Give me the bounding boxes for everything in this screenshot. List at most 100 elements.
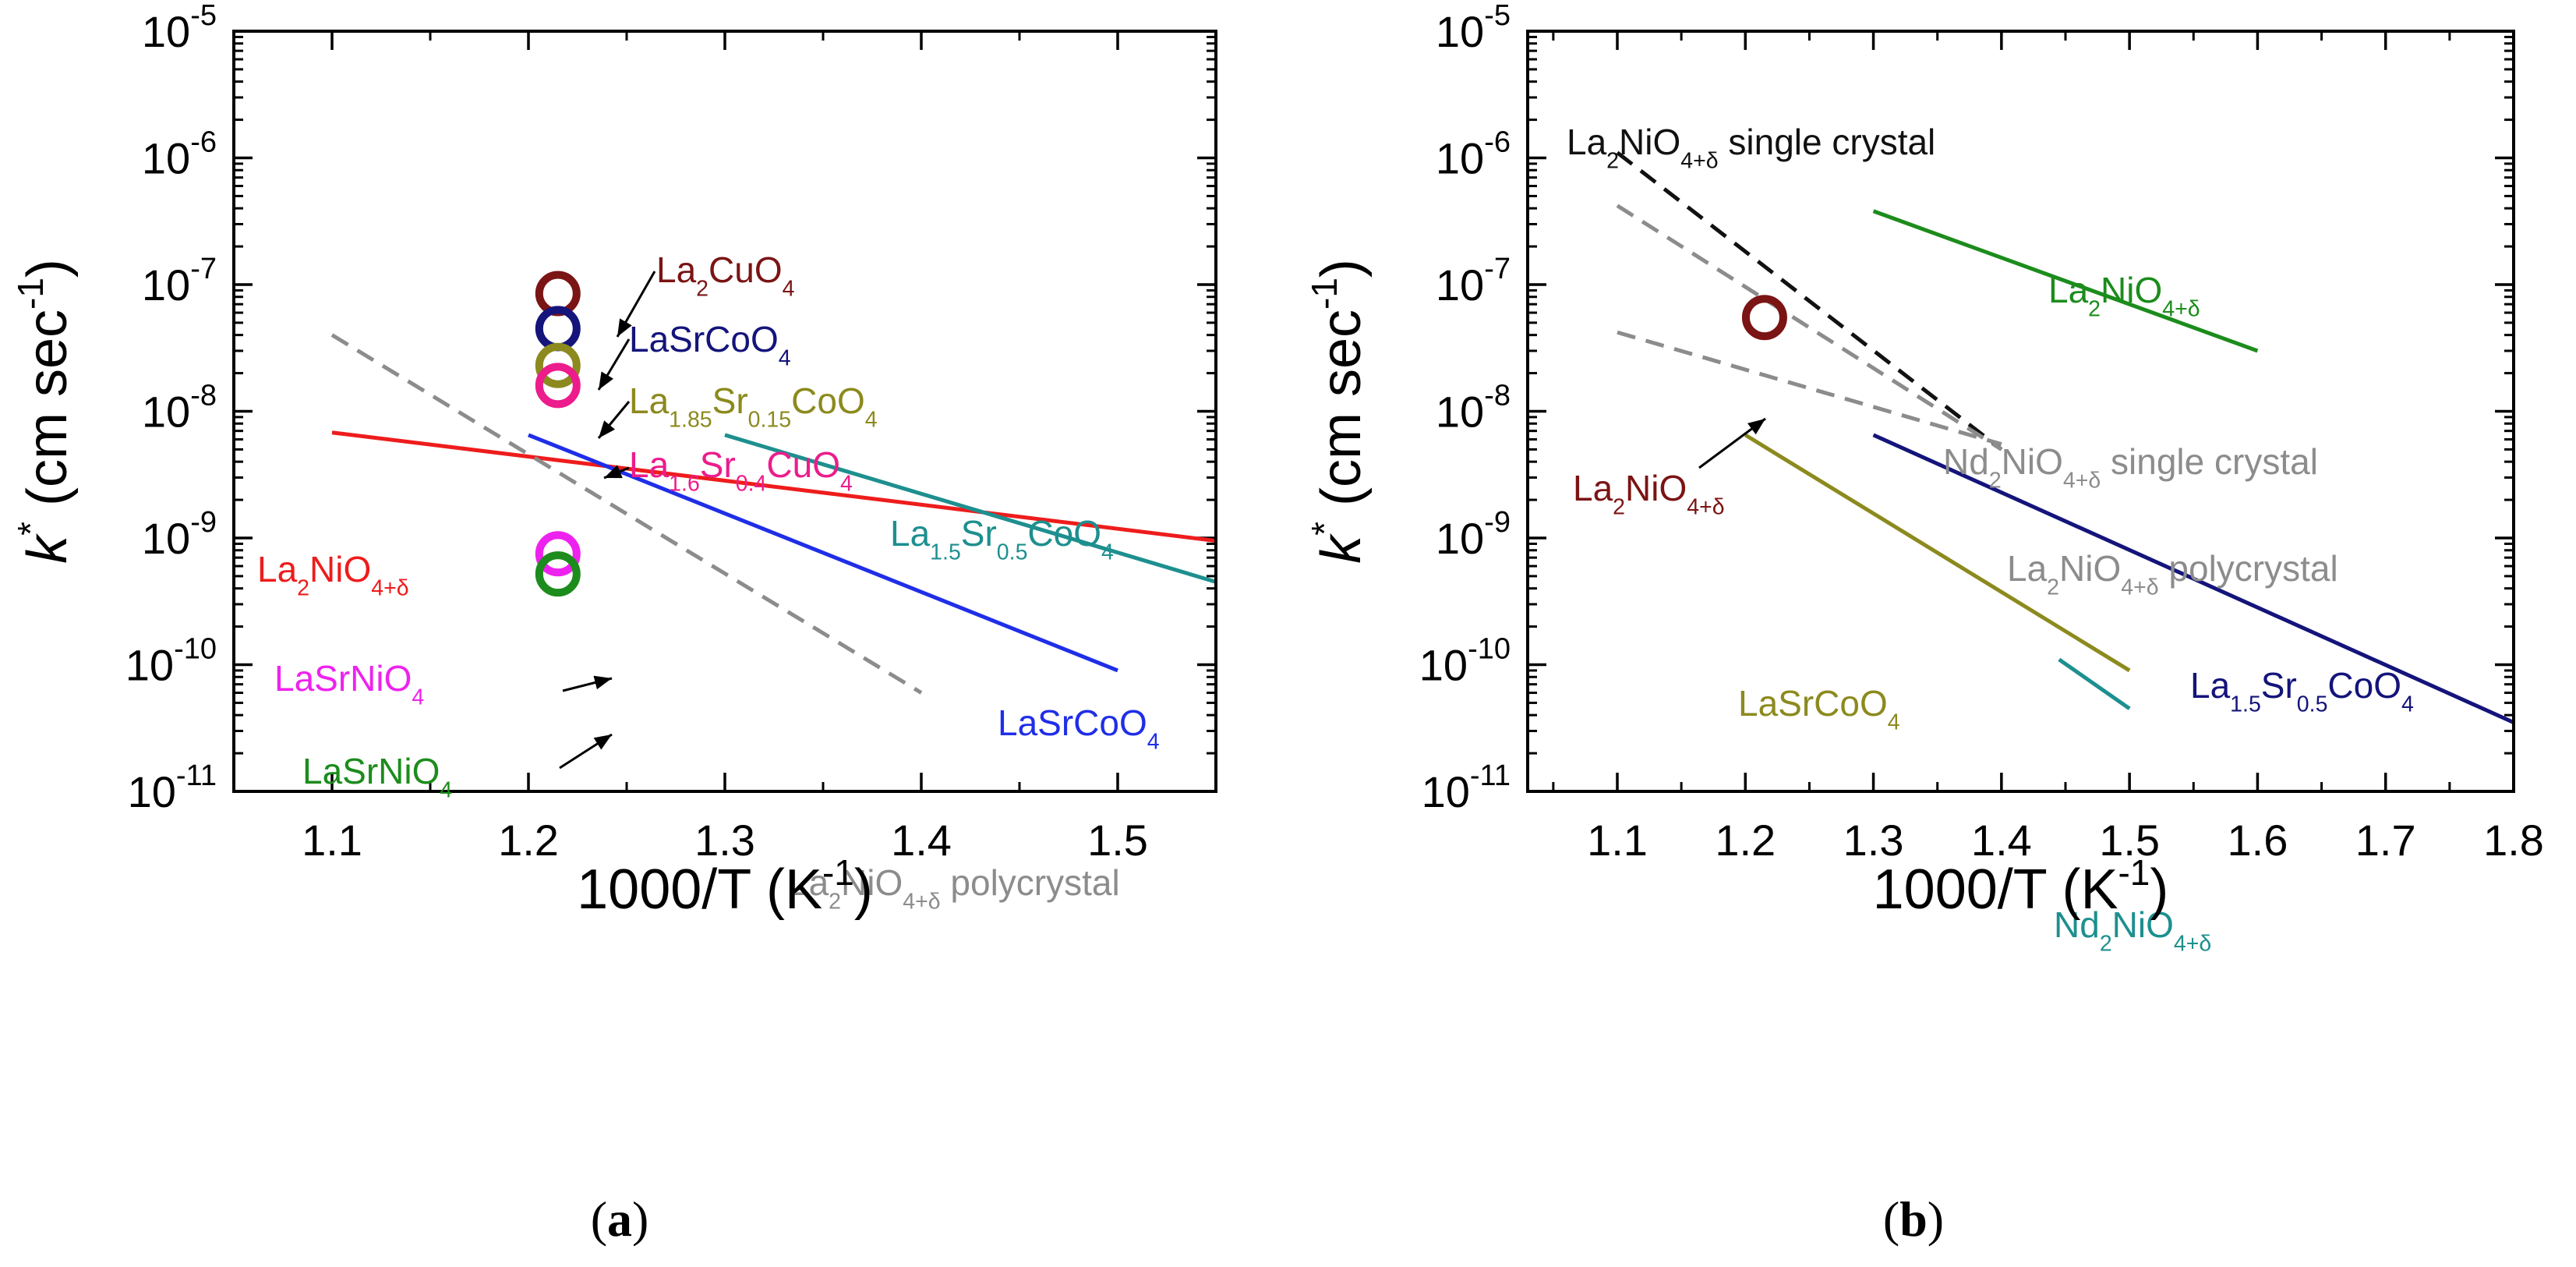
x-axis-title: 1000/T (K-1) <box>577 852 873 921</box>
y-tick-label: 10-11 <box>128 759 217 816</box>
series-line-4 <box>1744 433 2131 673</box>
label-la2nio4-poly-part-2: NiO <box>2059 548 2121 589</box>
y-axis-title-exponent: -1 <box>1304 278 1345 310</box>
label-la2cuo4-part-2: CuO <box>708 250 783 290</box>
y-axis-title-close: ) <box>16 259 79 278</box>
y-tick-base: 10 <box>1436 7 1484 56</box>
label-la15-part-0: La <box>2190 665 2231 706</box>
y-tick-label: 10-9 <box>142 506 217 563</box>
annotation-arrowhead-5 <box>593 734 612 750</box>
label-la15-part-5: 4 <box>2401 692 2414 717</box>
series-line-2 <box>528 433 1118 673</box>
x-tick-label: 1.3 <box>1843 816 1904 865</box>
y-tick-label: 10-10 <box>1419 633 1511 690</box>
panel-caption: (a) <box>591 1191 649 1247</box>
y-tick-label: 10-11 <box>1422 759 1511 816</box>
label-la2nio4-sc-part-1: 2 <box>1606 149 1619 174</box>
label-la2nio4-green-part-1: 2 <box>2088 297 2101 322</box>
label-lasrnio4-grn: LaSrNiO4 <box>302 751 452 803</box>
label-la2nio4-poly-part-0: La <box>2007 548 2048 589</box>
caption-open: ( <box>1883 1191 1899 1247</box>
label-la2nio4-poly: La2NiO4+δ polycrystal <box>2007 548 2338 600</box>
y-tick-label: 10-8 <box>1436 380 1511 437</box>
data-point-5 <box>535 551 581 597</box>
label-la2cuo4-part-0: La <box>656 250 697 290</box>
label-la2nio4-red-part-1: 2 <box>297 576 309 601</box>
label-la2nio4-pt-part-2: NiO <box>1625 468 1687 508</box>
data-layer-a <box>330 271 1216 695</box>
label-la2nio4-sc-part-2: NiO <box>1619 122 1680 162</box>
label-la15-part-3: 0.5 <box>2297 692 2328 717</box>
y-tick-base: 10 <box>142 388 190 437</box>
y-tick-base: 10 <box>128 767 176 816</box>
y-tick-exponent: -5 <box>1484 0 1511 32</box>
label-la15-part-2: Sr <box>2261 665 2297 706</box>
label-la15-part-1: 1.5 <box>2230 692 2261 717</box>
label-lasrcoo4-line-part-1: 4 <box>1147 730 1160 755</box>
y-tick-label: 10-5 <box>142 0 217 56</box>
x-axis-title-main: 1000/T (K <box>577 858 822 921</box>
label-lasrcoo4-pt-part-0: LaSrCoO <box>629 319 779 359</box>
x-tick-label: 1.8 <box>2483 816 2544 865</box>
x-axis-title-close: ) <box>854 858 873 921</box>
label-la16-part-1: 1.6 <box>669 472 700 497</box>
y-tick-exponent: -9 <box>190 506 217 539</box>
label-lasrcoo4-part-0: LaSrCoO <box>1738 683 1888 724</box>
annotation-arrowhead-0 <box>617 318 632 337</box>
y-axis-title-unit: (cm sec <box>16 310 79 522</box>
y-tick-exponent: -10 <box>1468 633 1511 666</box>
x-tick-label: 1.7 <box>2355 816 2416 865</box>
label-la15-part-1: 1.5 <box>930 540 961 565</box>
label-la2nio4-red-part-0: La <box>257 549 298 589</box>
y-axis-title-unit: (cm sec <box>1310 310 1373 522</box>
y-tick-label: 10-6 <box>1436 126 1511 183</box>
label-nd2nio4-part-2: NiO <box>2112 904 2174 945</box>
label-lasrcoo4-pt: LaSrCoO4 <box>629 319 791 371</box>
label-la2cuo4-part-3: 4 <box>783 277 795 302</box>
series-line-6 <box>2058 657 2131 710</box>
label-lasrcoo4-pt-part-1: 4 <box>779 346 791 371</box>
annotation-arrowhead-3 <box>604 465 623 479</box>
label-la2nio4-red-part-3: 4+δ <box>371 576 408 601</box>
label-la2nio4-green-part-2: NiO <box>2101 270 2162 310</box>
x-axis-title: 1000/T (K-1) <box>1873 852 2169 921</box>
label-la2nio4-poly-part-1: 2 <box>2047 575 2059 600</box>
x-axis-title-exponent: -1 <box>822 852 854 893</box>
data-point-2 <box>535 342 581 388</box>
label-nd2nio4-part-1: 2 <box>2100 932 2112 957</box>
label-la16-part-4: CuO <box>766 444 840 485</box>
label-la2nio4-sc: La2NiO4+δ single crystal <box>1567 122 1935 174</box>
label-lasrnio4-mag-part-0: LaSrNiO <box>274 658 412 699</box>
label-la2nio4-poly-part-0: La <box>789 862 829 903</box>
y-axis-title-symbol: k <box>1310 533 1373 564</box>
label-la2nio4-poly: La2NiO4+δ polycrystal <box>789 862 1120 915</box>
label-lasrnio4-mag: LaSrNiO4 <box>274 658 424 710</box>
label-la2nio4-poly-part-3: 4+δ <box>903 890 940 915</box>
y-tick-label: 10-7 <box>142 253 217 310</box>
y-tick-exponent: -11 <box>176 759 217 792</box>
label-la2nio4-red-part-2: NiO <box>309 549 371 589</box>
label-la185-part-0: La <box>629 380 670 421</box>
caption-letter: b <box>1899 1191 1928 1247</box>
x-tick-label: 1.1 <box>302 816 362 865</box>
y-tick-base: 10 <box>142 7 190 56</box>
label-nd2-sc-part-4: single crystal <box>2101 441 2318 482</box>
label-la15-part-3: 0.5 <box>997 540 1028 565</box>
label-la2nio4-poly-part-4: polycrystal <box>941 862 1120 903</box>
x-axis-title-close: ) <box>2150 858 2168 921</box>
label-lasrcoo4: LaSrCoO4 <box>1738 683 1900 735</box>
label-la2nio4-green-part-0: La <box>2048 270 2089 310</box>
label-la185: La1.85Sr0.15CoO4 <box>629 380 878 433</box>
label-la16-part-2: Sr <box>700 444 736 485</box>
label-la15-part-4: CoO <box>1027 513 1101 554</box>
annotation-arrowhead-2 <box>599 420 615 438</box>
plot-frame <box>232 30 1217 793</box>
series-line-5 <box>1872 433 2514 724</box>
y-axis-title-star: * <box>10 522 51 536</box>
annotation-arrowhead-4 <box>593 675 612 690</box>
label-la2nio4-green: La2NiO4+δ <box>2048 270 2200 322</box>
label-lasrcoo4-part-1: 4 <box>1888 710 1900 735</box>
y-tick-base: 10 <box>1436 388 1484 437</box>
annotation-arrowhead-1 <box>599 371 613 390</box>
